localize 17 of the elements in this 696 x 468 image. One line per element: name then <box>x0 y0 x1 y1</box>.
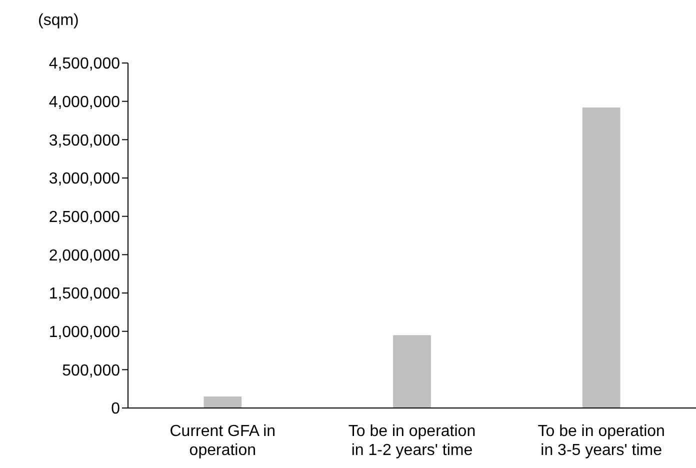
x-tick-label: To be in operation in 3-5 years' time <box>538 423 665 459</box>
y-tick-label: 4,500,000 <box>48 56 120 73</box>
y-tick-label: 2,500,000 <box>48 209 120 226</box>
y-tick-label: 4,000,000 <box>48 94 120 112</box>
x-tick-label: To be in operation in 1-2 years' time <box>348 423 476 459</box>
y-tick-label: 1,500,000 <box>48 286 120 303</box>
y-tick-label: 3,500,000 <box>48 132 120 150</box>
y-tick-label: 3,000,000 <box>48 170 120 188</box>
y-tick-label: 0 <box>111 400 120 418</box>
y-axis-title: (sqm) <box>38 12 79 30</box>
y-tick-label: 500,000 <box>62 362 120 380</box>
x-tick-label: Current GFA in operation <box>170 423 276 459</box>
bar <box>204 396 242 408</box>
y-tick-label: 2,000,000 <box>48 247 120 264</box>
y-tick-label: 1,000,000 <box>48 324 120 342</box>
bar <box>582 107 620 408</box>
bar <box>393 335 431 408</box>
